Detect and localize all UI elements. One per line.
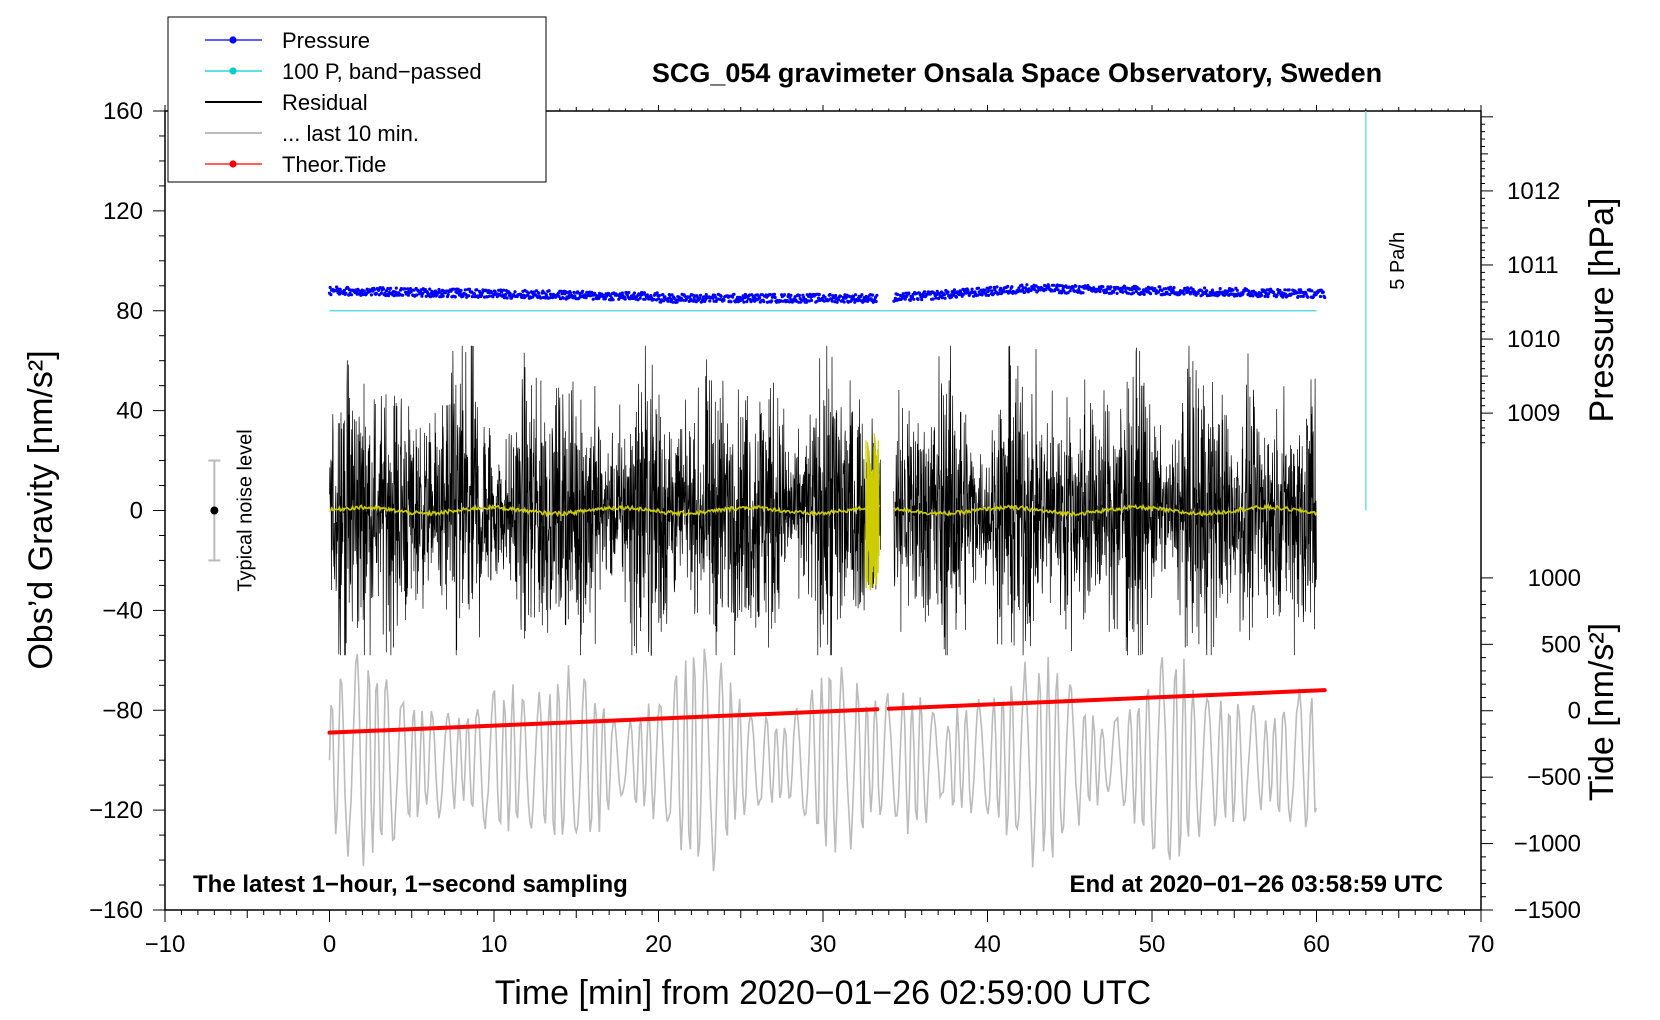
- legend-label: 100 P, band−passed: [282, 59, 482, 84]
- series-layer: [327, 283, 1327, 872]
- x-tick-label: 40: [974, 931, 1001, 958]
- legend-marker: [229, 160, 237, 168]
- last-10-min-series: [328, 648, 1318, 872]
- x-tick-label: 0: [323, 931, 336, 958]
- y-tick-label: −40: [102, 597, 143, 624]
- plot-frame: [164, 110, 1482, 911]
- x-tick-label: 30: [810, 931, 837, 958]
- sampling-note: The latest 1−hour, 1−second sampling: [193, 871, 628, 898]
- noise-level-label: Typical noise level: [234, 429, 256, 591]
- legend-marker: [229, 67, 237, 75]
- pressure-tick-label: 1010: [1507, 326, 1560, 353]
- x-axis: −10 0 10 20 30 40 50 60 70: [145, 105, 1495, 958]
- chart-title: SCG_054 gravimeter Onsala Space Observat…: [652, 58, 1382, 88]
- residual-smoothed-series: [328, 503, 1318, 518]
- tide-tick-label: 500: [1541, 631, 1581, 658]
- legend-box: [167, 16, 547, 183]
- pressure-points: [327, 283, 1327, 304]
- y-axis-tide: 1000 500 0 −500 −1000 −1500: [1481, 565, 1581, 924]
- y-tick-label: 80: [116, 298, 143, 325]
- legend: Pressure 100 P, band−passed Residual ... la…: [167, 16, 547, 183]
- x-tick-label: 50: [1139, 931, 1166, 958]
- y-tick-label: 0: [130, 498, 143, 525]
- y-tick-label: 40: [116, 398, 143, 425]
- legend-label: Residual: [282, 90, 368, 115]
- residual-series: [329, 345, 1317, 656]
- y-axis-gravity: 160 120 80 40 0 −40 −80 −120 −160: [89, 98, 165, 924]
- tide-tick-label: −500: [1527, 764, 1581, 791]
- y-axis-title-tide: Tide [nm/s²]: [1583, 623, 1621, 801]
- tide-tick-label: −1000: [1514, 831, 1581, 858]
- pressure-rate-label: 5 Pa/h: [1387, 232, 1409, 290]
- y-tick-label: −160: [89, 897, 143, 924]
- tide-tick-label: 1000: [1528, 565, 1581, 592]
- tide-tick-label: −1500: [1514, 897, 1581, 924]
- x-tick-label: 20: [645, 931, 672, 958]
- legend-label: Theor.Tide: [282, 152, 386, 177]
- x-tick-label: 60: [1303, 931, 1330, 958]
- legend-label: Pressure: [282, 28, 370, 53]
- tide-tick-label: 0: [1568, 698, 1581, 725]
- end-time-note: End at 2020−01−26 03:58:59 UTC: [1069, 871, 1443, 898]
- x-tick-label: 10: [481, 931, 508, 958]
- y-tick-label: 160: [103, 98, 143, 125]
- y-tick-label: −120: [89, 797, 143, 824]
- y-axis-title-gravity: Obs’d Gravity [nm/s²]: [22, 350, 60, 669]
- y-axis-title-pressure: Pressure [hPa]: [1583, 198, 1621, 423]
- theoretical-tide-segment-2: [886, 688, 1327, 711]
- x-tick-label: −10: [145, 931, 186, 958]
- pressure-series: [327, 283, 1327, 304]
- noise-bar-center: [210, 506, 219, 515]
- x-axis-title: Time [min] from 2020−01−26 02:59:00 UTC: [495, 974, 1151, 1012]
- legend-marker: [229, 36, 237, 44]
- pressure-tick-label: 1012: [1507, 178, 1560, 205]
- y-axis-pressure: 1012 1011 1010 1009: [1481, 116, 1560, 444]
- annotation-layer: Typical noise level 5 Pa/h: [208, 111, 1409, 592]
- x-tick-label: 70: [1468, 931, 1495, 958]
- pressure-tick-label: 1009: [1507, 400, 1560, 427]
- y-tick-label: −80: [102, 697, 143, 724]
- residual-smoothed-burst: [865, 433, 880, 591]
- legend-label: ... last 10 min.: [282, 121, 419, 146]
- theoretical-tide-segment-1: [327, 707, 880, 735]
- y-tick-label: 120: [103, 198, 143, 225]
- pressure-tick-label: 1011: [1507, 252, 1559, 279]
